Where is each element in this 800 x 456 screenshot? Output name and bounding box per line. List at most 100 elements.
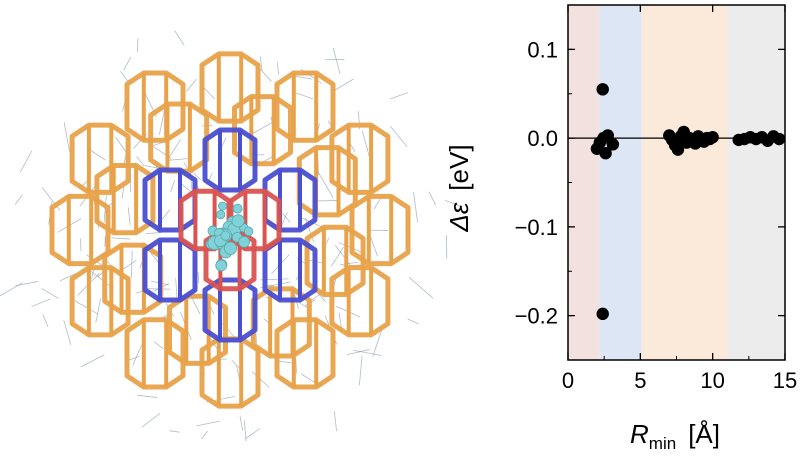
wire-bond bbox=[444, 199, 460, 207]
wire-bond bbox=[91, 268, 95, 280]
wire-bond bbox=[334, 411, 337, 432]
x-tick-label: 5 bbox=[634, 368, 646, 393]
wire-bond bbox=[251, 371, 270, 388]
outer-cage bbox=[94, 163, 156, 236]
wire-bond bbox=[63, 122, 71, 152]
atom bbox=[216, 210, 226, 220]
wire-bond bbox=[347, 349, 370, 356]
central-molecule bbox=[205, 201, 254, 272]
region-band-2 bbox=[599, 5, 642, 360]
wire-bond bbox=[59, 273, 76, 282]
middle-cage bbox=[262, 237, 318, 303]
wire-bond bbox=[186, 78, 197, 92]
outer-cage bbox=[69, 122, 131, 195]
wire-bond bbox=[295, 358, 298, 374]
wire-bond bbox=[111, 237, 131, 240]
x-axis-label-symbol: R bbox=[630, 419, 649, 449]
data-points bbox=[590, 83, 786, 321]
wire-bond bbox=[253, 120, 276, 134]
data-point-24 bbox=[706, 131, 719, 144]
wire-bond bbox=[331, 246, 345, 267]
data-point-7 bbox=[606, 138, 620, 151]
wire-bond bbox=[340, 261, 358, 266]
atom bbox=[215, 259, 228, 272]
wire-bond bbox=[42, 314, 49, 328]
y-axis-ticks: 0.1 0.0 −0.1 −0.2 bbox=[515, 4, 785, 361]
y-tick-label: −0.2 bbox=[515, 304, 558, 329]
wire-bond bbox=[407, 318, 419, 325]
wire-bond bbox=[158, 108, 166, 135]
wire-bond bbox=[167, 158, 190, 161]
scatter-chart: 0 5 10 15 0.1 0.0 −0.1 −0.2 Δε [eV] Rmin [Å] bbox=[444, 4, 797, 453]
region-band-4 bbox=[727, 5, 785, 360]
wire-bond bbox=[87, 148, 106, 161]
wire-bond bbox=[41, 287, 59, 299]
outer-cage bbox=[329, 265, 391, 338]
wire-bond bbox=[282, 212, 291, 223]
outer-cage bbox=[124, 70, 186, 143]
wire-bond bbox=[317, 172, 334, 198]
wire-bond bbox=[170, 180, 175, 193]
wire-bond bbox=[127, 207, 131, 225]
x-tick-label: 15 bbox=[773, 368, 797, 393]
middle-cage bbox=[142, 237, 198, 303]
wire-bond bbox=[174, 30, 185, 46]
x-tick-label: 10 bbox=[700, 368, 724, 393]
atom bbox=[223, 241, 238, 255]
data-point-5 bbox=[599, 147, 612, 160]
wire-bond bbox=[63, 319, 72, 346]
wire-bond bbox=[428, 191, 437, 206]
middle-cage bbox=[262, 167, 318, 233]
wire-bond bbox=[334, 78, 354, 91]
y-axis-label-symbol: Δε bbox=[444, 202, 474, 232]
wire-bond bbox=[231, 360, 241, 369]
y-axis-label: Δε [eV] bbox=[444, 144, 474, 232]
data-point-12 bbox=[671, 143, 685, 156]
wire-bond bbox=[169, 430, 180, 433]
wire-bond bbox=[239, 415, 244, 431]
wire-bond bbox=[196, 420, 221, 427]
wire-bond bbox=[243, 420, 247, 442]
x-axis-label: Rmin [Å] bbox=[630, 419, 720, 453]
wire-bond bbox=[361, 130, 370, 158]
y-axis-label-unit: [eV] bbox=[444, 144, 474, 190]
outer-cage bbox=[349, 193, 411, 267]
data-point-1 bbox=[596, 83, 609, 96]
wire-bond bbox=[175, 278, 178, 300]
wire-bond bbox=[74, 300, 99, 315]
atom bbox=[243, 226, 254, 237]
wire-bond bbox=[372, 330, 383, 357]
x-tick-label: 0 bbox=[562, 368, 574, 393]
outer-cage bbox=[274, 70, 336, 143]
wire-bond bbox=[390, 92, 408, 100]
middle-cage bbox=[202, 127, 258, 193]
outer-cage bbox=[148, 101, 210, 174]
wire-bond bbox=[292, 91, 314, 100]
data-point-8 bbox=[596, 307, 609, 321]
x-axis-ticks: 0 5 10 15 bbox=[562, 5, 797, 393]
wire-bond bbox=[141, 412, 161, 428]
wire-bond bbox=[352, 349, 382, 356]
wire-bond bbox=[390, 126, 408, 147]
wire-bond bbox=[19, 150, 33, 173]
wire-bond bbox=[203, 87, 215, 100]
region-bands bbox=[568, 5, 785, 360]
wire-bond bbox=[31, 298, 51, 307]
x-axis-label-subscript: min bbox=[649, 434, 676, 453]
wire-bond bbox=[276, 62, 280, 75]
atom bbox=[238, 236, 250, 248]
wire-bond bbox=[317, 200, 338, 202]
region-band-1 bbox=[568, 5, 600, 360]
data-point-32 bbox=[773, 132, 786, 146]
wire-bond bbox=[95, 298, 101, 323]
wire-bond bbox=[0, 282, 23, 297]
region-band-3 bbox=[641, 5, 728, 360]
wire-bond bbox=[145, 232, 162, 235]
wire-bond bbox=[200, 431, 208, 440]
outer-cage bbox=[69, 265, 131, 338]
wire-bond bbox=[128, 355, 140, 361]
wire-bond bbox=[121, 185, 125, 199]
wire-bond bbox=[408, 277, 434, 299]
outer-shell-cluster bbox=[49, 51, 411, 409]
atom bbox=[231, 214, 245, 228]
